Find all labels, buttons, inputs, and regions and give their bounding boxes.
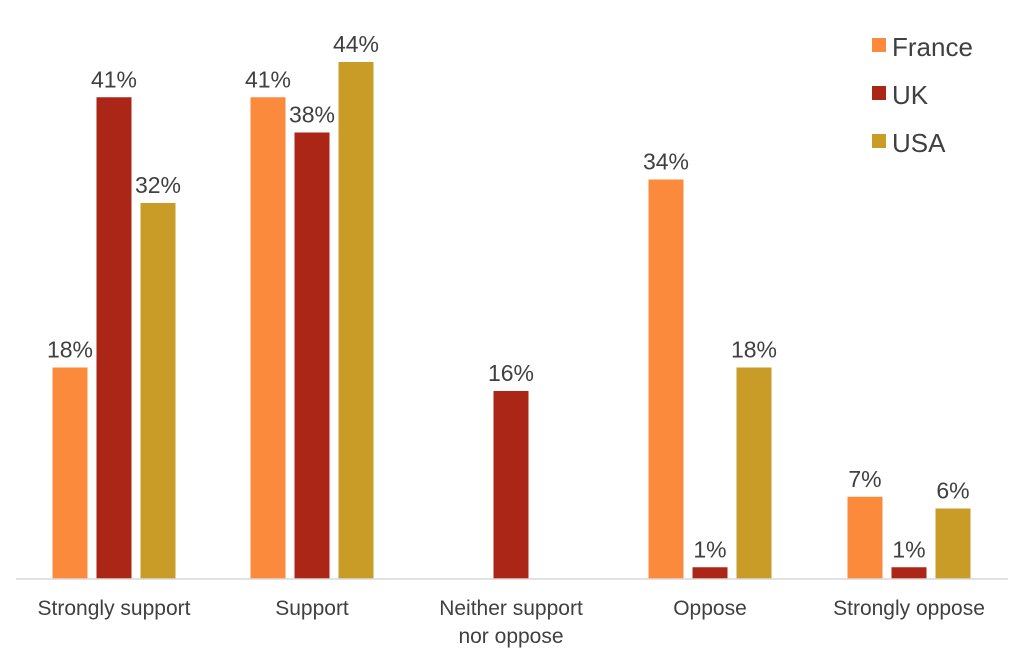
- data-label-france-0: 18%: [47, 337, 93, 363]
- bar-usa-1: [338, 62, 374, 579]
- category-label-2-line-1: nor oppose: [458, 625, 563, 648]
- category-label-4: Strongly oppose: [833, 597, 985, 620]
- legend-label-usa: USA: [892, 128, 946, 158]
- bar-uk-4: [891, 567, 927, 579]
- bar-uk-2: [493, 391, 529, 579]
- bar-france-3: [648, 179, 684, 579]
- bars-layer: [52, 62, 971, 579]
- legend: France UK USA: [872, 32, 973, 158]
- data-label-uk-0: 41%: [91, 66, 137, 92]
- bar-usa-0: [140, 203, 176, 579]
- legend-swatch-france: [872, 38, 886, 52]
- category-label-3: Oppose: [673, 597, 747, 620]
- bar-usa-3: [736, 367, 772, 579]
- data-labels-layer: 18% 41% 34% 7% 41% 38% 16% 1% 1% 32% 44% 18% 6%: [47, 31, 970, 562]
- data-label-france-1: 41%: [245, 66, 291, 92]
- bar-uk-0: [96, 97, 132, 579]
- data-label-usa-4: 6%: [936, 478, 969, 504]
- category-label-2-line-0: Neither support: [439, 597, 583, 620]
- data-label-usa-3: 18%: [731, 337, 777, 363]
- data-label-uk-3: 1%: [693, 536, 726, 562]
- legend-swatch-usa: [872, 134, 886, 148]
- bar-france-1: [250, 97, 286, 579]
- legend-label-france: France: [892, 32, 973, 62]
- bar-uk-3: [692, 567, 728, 579]
- data-label-uk-1: 38%: [289, 102, 335, 128]
- category-labels-layer: Strongly support Support Neither support no…: [38, 597, 985, 648]
- category-label-1: Support: [275, 597, 349, 620]
- bar-uk-1: [294, 132, 330, 579]
- legend-swatch-uk: [872, 86, 886, 100]
- data-label-france-3: 34%: [643, 149, 689, 175]
- data-label-france-4: 7%: [848, 466, 881, 492]
- data-label-uk-2: 16%: [488, 360, 534, 386]
- bar-usa-4: [935, 508, 971, 579]
- data-label-uk-4: 1%: [892, 536, 925, 562]
- legend-label-uk: UK: [892, 80, 929, 110]
- data-label-usa-0: 32%: [135, 172, 181, 198]
- category-label-0: Strongly support: [38, 597, 191, 620]
- data-label-usa-1: 44%: [333, 31, 379, 57]
- bar-france-4: [847, 496, 883, 579]
- bar-france-0: [52, 367, 88, 579]
